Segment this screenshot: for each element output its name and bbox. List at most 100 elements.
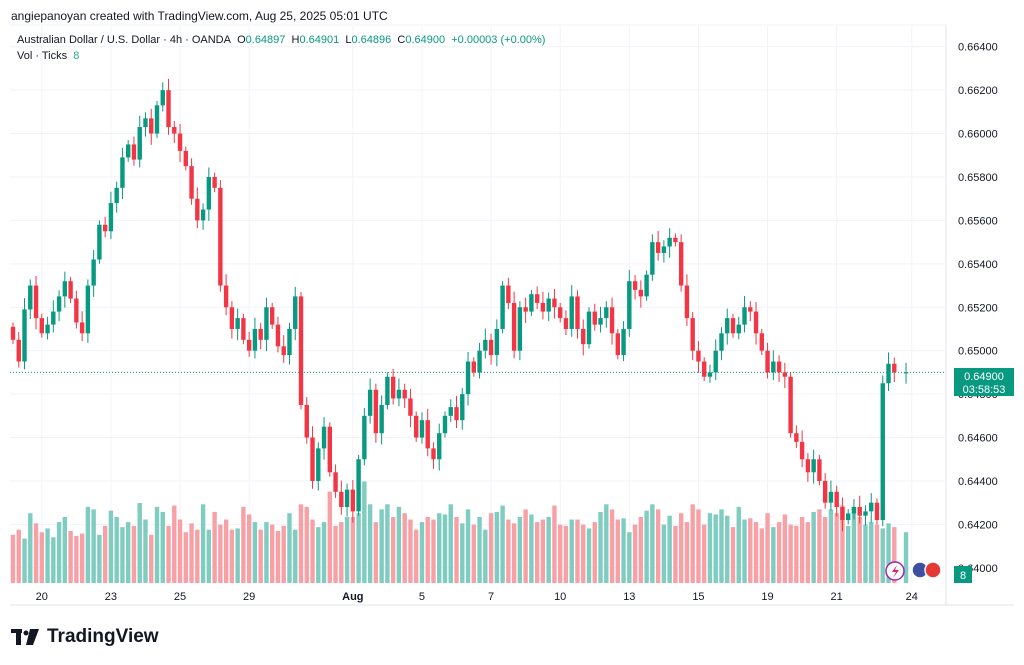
volume-badge: 8 xyxy=(954,566,972,583)
candle-body xyxy=(529,294,534,312)
candle-body xyxy=(408,398,413,416)
volume-bar xyxy=(350,517,356,583)
candle-body xyxy=(252,328,258,351)
volume-bar xyxy=(414,529,419,583)
candle-body xyxy=(540,302,546,312)
volume-bar xyxy=(719,509,724,583)
volume-bar xyxy=(298,504,304,583)
volume-bar xyxy=(51,537,56,583)
volume-bar xyxy=(759,528,764,583)
time-tick-label: 19 xyxy=(761,591,773,603)
volume-bar xyxy=(33,523,39,583)
candle-body xyxy=(799,441,805,460)
candle-body xyxy=(598,318,603,325)
candle-body xyxy=(707,372,713,377)
candle-body xyxy=(310,437,315,481)
volume-label[interactable]: Vol · Ticks xyxy=(17,50,68,62)
candle-body xyxy=(753,311,759,334)
candle-body xyxy=(442,415,448,434)
candle-body xyxy=(523,307,528,312)
volume-bar xyxy=(97,534,102,583)
candle-body xyxy=(212,176,217,188)
price-tick-label: 0.66000 xyxy=(958,129,998,141)
candle-body xyxy=(298,296,304,405)
candle-body xyxy=(350,489,356,512)
price-badge-value: 0.64900 xyxy=(964,371,1004,383)
volume-bar xyxy=(431,519,436,583)
candle-body xyxy=(246,339,252,351)
candle-body xyxy=(385,376,390,405)
volume-bar xyxy=(293,529,298,583)
candle-body xyxy=(293,296,298,329)
volume-bar xyxy=(794,525,799,583)
volume-bar xyxy=(333,525,338,583)
price-badge-countdown: 03:58:53 xyxy=(963,384,1006,396)
volume-bar xyxy=(517,517,523,583)
candle-body xyxy=(483,339,488,351)
symbol-title[interactable]: Australian Dollar / U.S. Dollar · 4h · O… xyxy=(17,34,231,46)
volume-bar xyxy=(748,518,753,583)
candle-body xyxy=(621,328,626,356)
candle-body xyxy=(304,404,309,438)
candle-body xyxy=(569,296,574,329)
candle-body xyxy=(794,433,799,442)
candle-body xyxy=(137,127,142,160)
candle-body xyxy=(79,322,85,334)
volume-bar xyxy=(252,522,258,583)
event-icons[interactable] xyxy=(885,561,942,581)
volume-bar xyxy=(108,510,114,583)
candle-body xyxy=(782,372,788,377)
volume-bar xyxy=(16,529,21,583)
volume-bar xyxy=(39,532,44,583)
candle-body xyxy=(166,90,171,128)
volume-bar xyxy=(385,504,390,583)
candle-body xyxy=(177,133,183,151)
volume-bar xyxy=(74,536,79,583)
candle-body xyxy=(379,404,384,434)
volume-bar xyxy=(511,523,517,583)
candle-body xyxy=(102,224,108,232)
candle-body xyxy=(506,285,511,303)
candle-body xyxy=(200,209,206,221)
volume-bar xyxy=(586,528,592,583)
candle-body xyxy=(28,285,33,310)
time-axis[interactable]: 20 23 25 29 Aug 5 7 10 13 15 19 21 24 xyxy=(36,591,918,603)
candle-body xyxy=(517,307,523,351)
volume-bar xyxy=(154,506,160,583)
price-axis[interactable]: 0.66400 0.66200 0.66000 0.65800 0.65600 0.654… xyxy=(958,42,998,575)
volume-bar xyxy=(575,519,580,583)
candle-body xyxy=(511,302,517,351)
volume-bar xyxy=(713,514,718,583)
volume-bar xyxy=(419,522,425,583)
volume-bar xyxy=(650,504,655,583)
volume-bar xyxy=(206,529,212,583)
volume-bar xyxy=(609,509,615,583)
chart-caption: angiepanoyan created with TradingView.co… xyxy=(11,9,388,23)
volume-badge-value: 8 xyxy=(960,570,966,582)
candle-body xyxy=(604,307,609,319)
tradingview-logo[interactable]: TradingView xyxy=(11,626,159,648)
candle-body xyxy=(316,448,321,481)
volume-bar xyxy=(91,509,96,583)
volume-bar xyxy=(500,505,505,583)
volume-bar xyxy=(339,522,344,583)
time-tick-label: 29 xyxy=(243,591,255,603)
candle-body xyxy=(575,296,580,329)
volume-bar xyxy=(10,534,16,583)
candle-body xyxy=(356,459,361,512)
candle-body xyxy=(281,346,286,356)
volume-bar xyxy=(442,514,448,583)
candle-body xyxy=(874,502,880,521)
time-tick-label: 25 xyxy=(174,591,186,603)
volume-bar xyxy=(149,534,154,583)
time-tick-label: 10 xyxy=(554,591,566,603)
volume-bar xyxy=(529,514,534,583)
volume-bar xyxy=(863,524,868,583)
candle-body xyxy=(702,361,707,377)
candle-body xyxy=(33,285,39,319)
volume-bar xyxy=(736,506,741,583)
time-tick-label: 23 xyxy=(105,591,117,603)
candle-body xyxy=(327,426,332,473)
price-tick-label: 0.65200 xyxy=(958,302,998,314)
